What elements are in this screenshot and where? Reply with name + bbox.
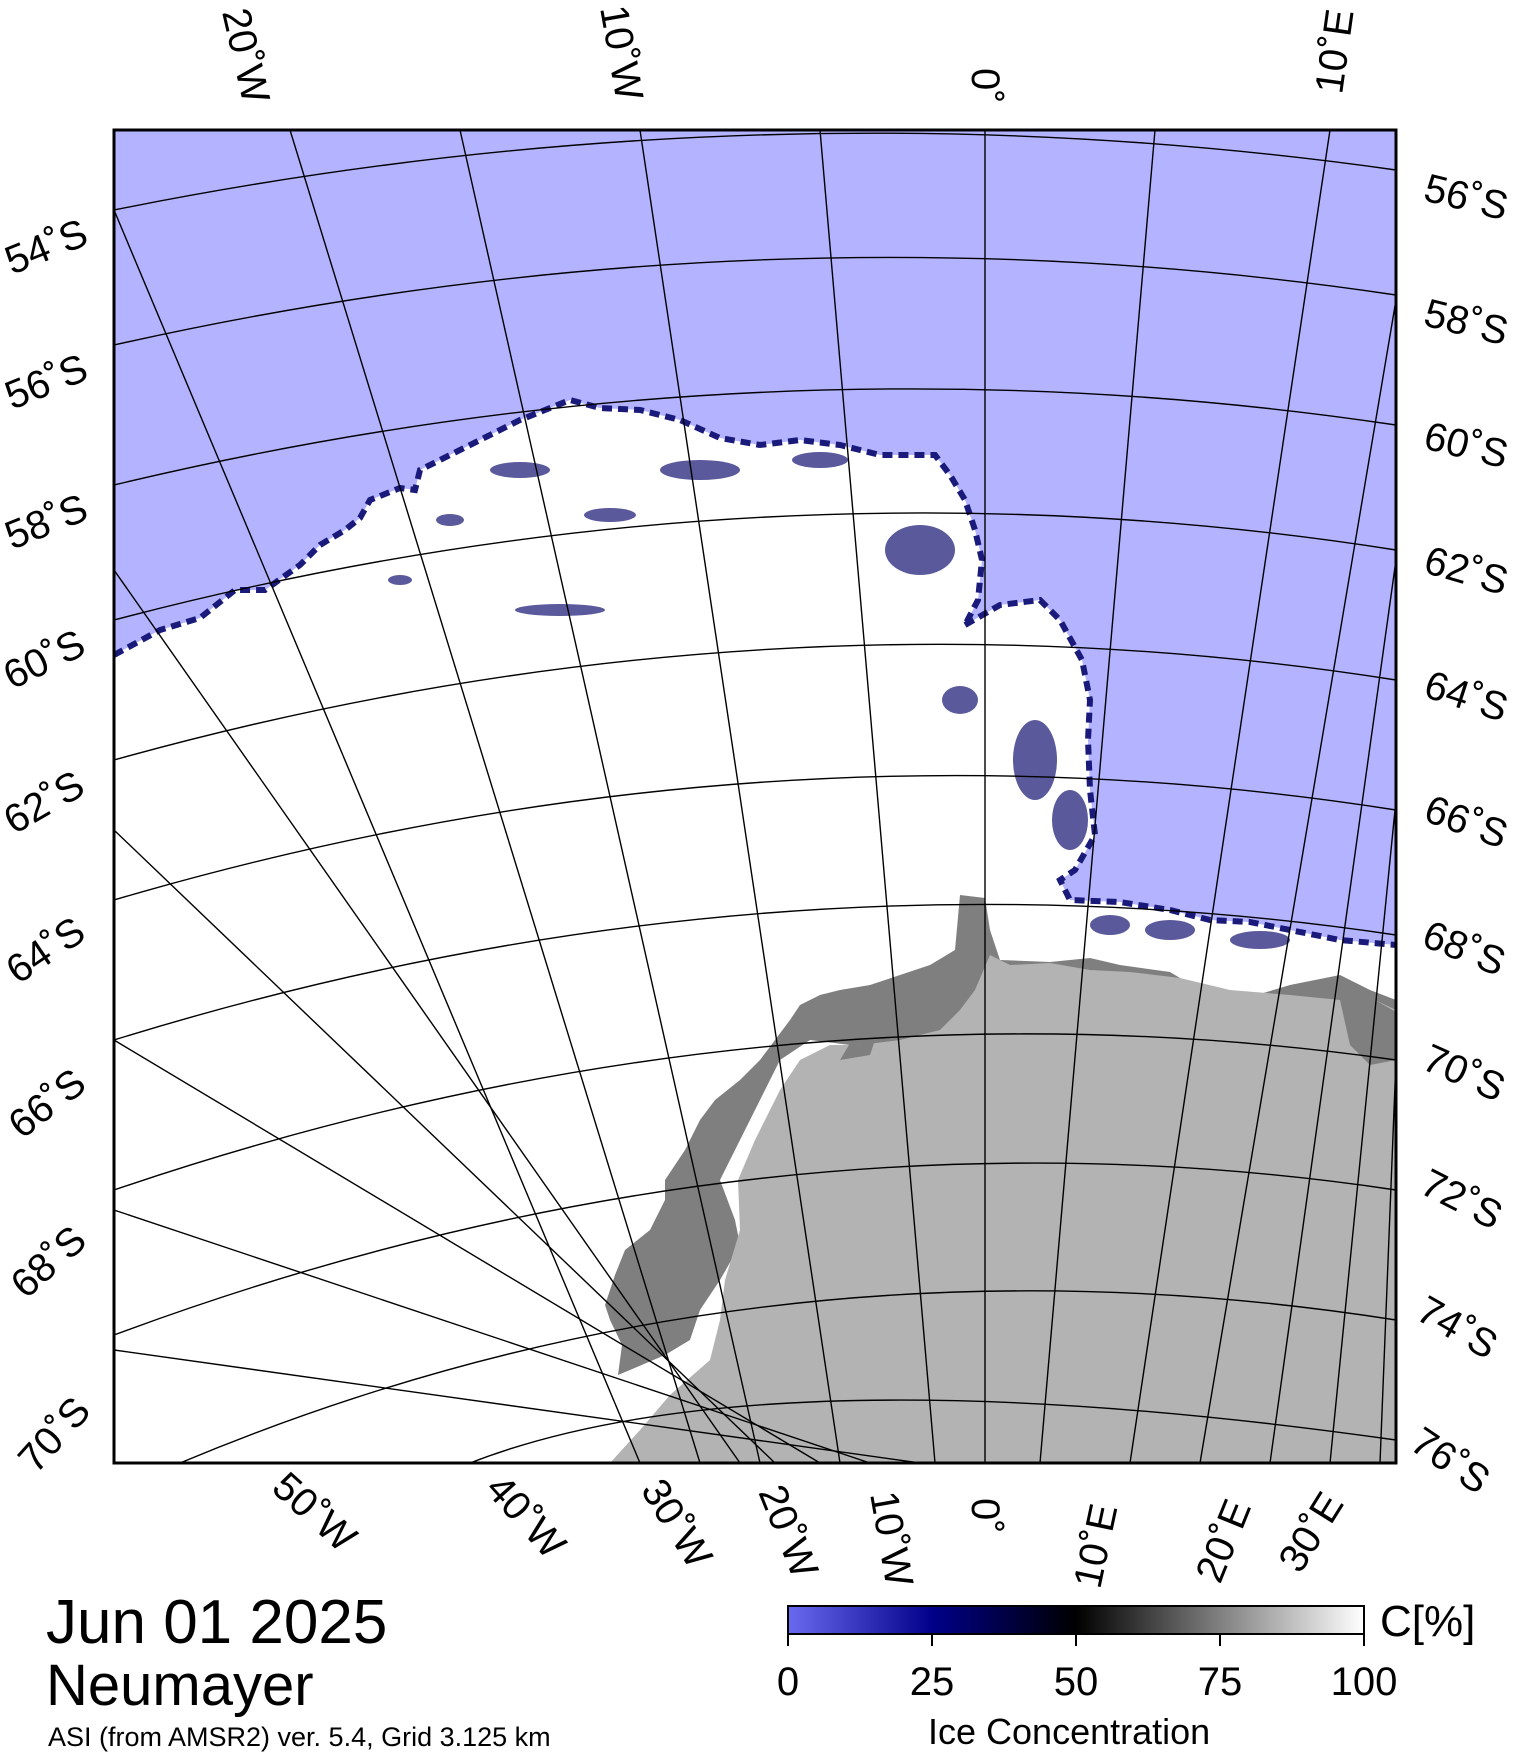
bottom-lon-label: 40˚W <box>477 1467 574 1568</box>
bottom-lon-label: 20˚E <box>1188 1494 1260 1589</box>
data-credit: ASI (from AMSR2) ver. 5.4, Grid 3.125 km <box>48 1722 551 1752</box>
colorbar-tick: 50 <box>1054 1660 1099 1704</box>
bottom-lon-label: 30˚E <box>1270 1485 1352 1580</box>
bottom-lon-label: 10˚W <box>861 1488 921 1590</box>
left-lat-label: 70˚S <box>10 1389 99 1481</box>
left-lat-label: 56˚S <box>0 346 94 418</box>
graticule <box>114 130 1396 1463</box>
colorbar-title: Ice Concentration <box>928 1711 1211 1752</box>
station-name: Neumayer <box>46 1653 314 1718</box>
right-lat-label: 66˚S <box>1419 787 1513 857</box>
ice-shelf-rise <box>1340 1000 1396 1065</box>
ice-floe-patches <box>388 452 1290 949</box>
right-latitude-labels: 56˚S 58˚S 60˚S 62˚S 64˚S 66˚S 68˚S 70˚S … <box>1403 166 1513 1503</box>
colorbar: 0 25 50 75 100 <box>777 1605 1398 1704</box>
map-date: Jun 01 2025 <box>46 1588 388 1657</box>
colorbar-tick: 100 <box>1331 1660 1398 1704</box>
top-lon-label: 10˚W <box>591 2 651 104</box>
right-lat-label: 56˚S <box>1420 166 1513 229</box>
right-lat-label: 58˚S <box>1420 291 1513 354</box>
right-lat-label: 60˚S <box>1420 414 1513 477</box>
ice-edge-band <box>114 396 1396 948</box>
top-lon-label: 20˚W <box>213 4 277 107</box>
right-lat-label: 70˚S <box>1416 1036 1511 1111</box>
ice-shelf <box>605 895 1396 1375</box>
left-lat-label: 60˚S <box>0 621 92 698</box>
right-lat-label: 76˚S <box>1403 1419 1498 1503</box>
colorbar-tick: 75 <box>1198 1660 1243 1704</box>
colorbar-ramp <box>787 1605 1365 1635</box>
left-latitude-labels: 54˚S 56˚S 58˚S 60˚S 62˚S 64˚S 66˚S 68˚S … <box>0 211 99 1481</box>
bottom-lon-label: 30˚W <box>632 1471 720 1576</box>
right-lat-label: 62˚S <box>1420 538 1513 604</box>
left-lat-label: 64˚S <box>0 909 93 993</box>
bottom-longitude-labels: 50˚W 40˚W 30˚W 20˚W 10˚W 0˚ 10˚E 20˚E 30… <box>264 1464 1352 1592</box>
top-lon-label: 10˚E <box>1307 6 1362 96</box>
bottom-lon-label: 20˚W <box>750 1479 827 1584</box>
right-lat-label: 64˚S <box>1419 663 1513 731</box>
top-longitude-labels: 20˚W 10˚W 0˚ 10˚E <box>213 2 1362 107</box>
colorbar-tick: 0 <box>777 1660 799 1704</box>
bottom-lon-label: 0˚ <box>963 1498 1007 1534</box>
left-lat-label: 58˚S <box>0 486 94 558</box>
map-frame <box>112 128 1398 1465</box>
colorbar-tick: 25 <box>910 1660 955 1704</box>
right-lat-label: 74˚S <box>1410 1288 1505 1368</box>
left-lat-label: 66˚S <box>0 1060 94 1147</box>
ice-shelf-inlet <box>840 1025 880 1060</box>
left-lat-label: 68˚S <box>3 1217 95 1306</box>
right-lat-label: 72˚S <box>1414 1161 1509 1239</box>
bottom-lon-label: 10˚E <box>1066 1500 1127 1592</box>
right-lat-label: 68˚S <box>1417 913 1512 985</box>
left-lat-label: 54˚S <box>0 211 94 283</box>
antarctic-continent <box>610 955 1396 1463</box>
top-lon-label: 0˚ <box>963 68 1007 104</box>
colorbar-unit: C[%] <box>1380 1597 1476 1646</box>
left-lat-label: 62˚S <box>0 762 92 842</box>
bottom-lon-label: 50˚W <box>264 1464 365 1561</box>
